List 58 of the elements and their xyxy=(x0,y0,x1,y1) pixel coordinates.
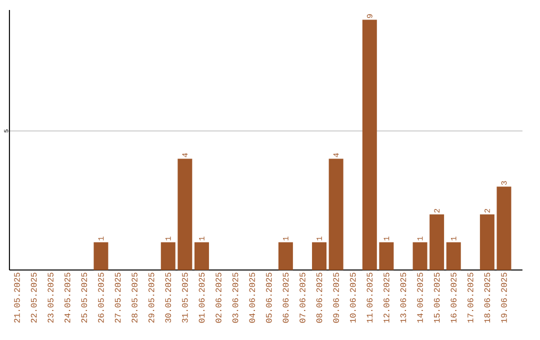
x-tick-label: 12.06.2025 xyxy=(384,272,390,323)
x-tick-label: 08.06.2025 xyxy=(316,272,322,323)
bar xyxy=(312,242,327,270)
x-tick-label: 04.06.2025 xyxy=(249,272,255,323)
bar xyxy=(379,242,394,270)
data-label: 4 xyxy=(182,153,188,158)
data-label: 1 xyxy=(283,236,288,240)
x-tick-label: 09.06.2025 xyxy=(333,272,339,323)
x-tick-label: 06.06.2025 xyxy=(282,272,289,323)
x-tick-label: 19.06.2025 xyxy=(501,272,507,323)
bar xyxy=(178,158,192,270)
data-label: 3 xyxy=(501,181,507,185)
data-label: 1 xyxy=(316,236,322,240)
data-label: 1 xyxy=(199,236,204,240)
x-tick-label: 26.05.2025 xyxy=(98,272,104,323)
x-tick-label: 07.06.2025 xyxy=(300,272,306,323)
x-tick-label: 13.06.2025 xyxy=(400,272,406,323)
data-label: 9 xyxy=(366,14,372,18)
data-label: 1 xyxy=(98,236,104,240)
x-tick-label: 02.06.2025 xyxy=(216,272,222,323)
x-tick-label: 23.05.2025 xyxy=(48,272,54,323)
data-label: 2 xyxy=(434,208,440,213)
x-tick-label: 18.06.2025 xyxy=(484,272,490,323)
x-tick-label: 17.06.2025 xyxy=(468,272,474,323)
x-tick-label: 10.06.2025 xyxy=(350,272,356,323)
x-tick-label: 21.05.2025 xyxy=(14,272,20,323)
x-tick-label: 11.06.2025 xyxy=(366,272,373,323)
x-tick-label: 14.06.2025 xyxy=(417,272,423,323)
x-tick-label: 28.05.2025 xyxy=(132,272,138,323)
bar xyxy=(480,214,494,270)
x-tick-label: 24.05.2025 xyxy=(64,272,70,323)
bar xyxy=(362,20,377,270)
data-label: 4 xyxy=(333,153,339,158)
x-tick-label: 31.05.2025 xyxy=(182,272,188,323)
bar xyxy=(278,242,293,270)
bar xyxy=(94,242,108,270)
x-tick-label: 22.05.2025 xyxy=(30,272,37,323)
x-tick-label: 29.05.2025 xyxy=(148,272,154,323)
data-label: 1 xyxy=(166,236,171,240)
bar xyxy=(446,242,461,270)
x-tick-label: 01.06.2025 xyxy=(198,272,205,323)
data-label: 1 xyxy=(450,236,456,240)
data-label: 2 xyxy=(484,208,490,213)
x-tick-label: 27.05.2025 xyxy=(114,272,121,323)
data-label: 1 xyxy=(384,236,390,240)
bar xyxy=(328,158,344,270)
bar xyxy=(430,214,444,270)
bar xyxy=(412,242,428,270)
bar xyxy=(496,186,512,270)
x-tick-label: 16.06.2025 xyxy=(450,272,456,323)
x-tick-label: 30.05.2025 xyxy=(165,272,172,323)
x-tick-label: 25.05.2025 xyxy=(81,272,88,323)
x-tick-label: 15.06.2025 xyxy=(434,272,440,323)
x-tick-label: 03.06.2025 xyxy=(232,272,238,323)
bar xyxy=(194,242,209,270)
x-tick-label: 05.06.2025 xyxy=(266,272,272,323)
bar xyxy=(160,242,176,270)
data-label: 1 xyxy=(417,236,423,240)
